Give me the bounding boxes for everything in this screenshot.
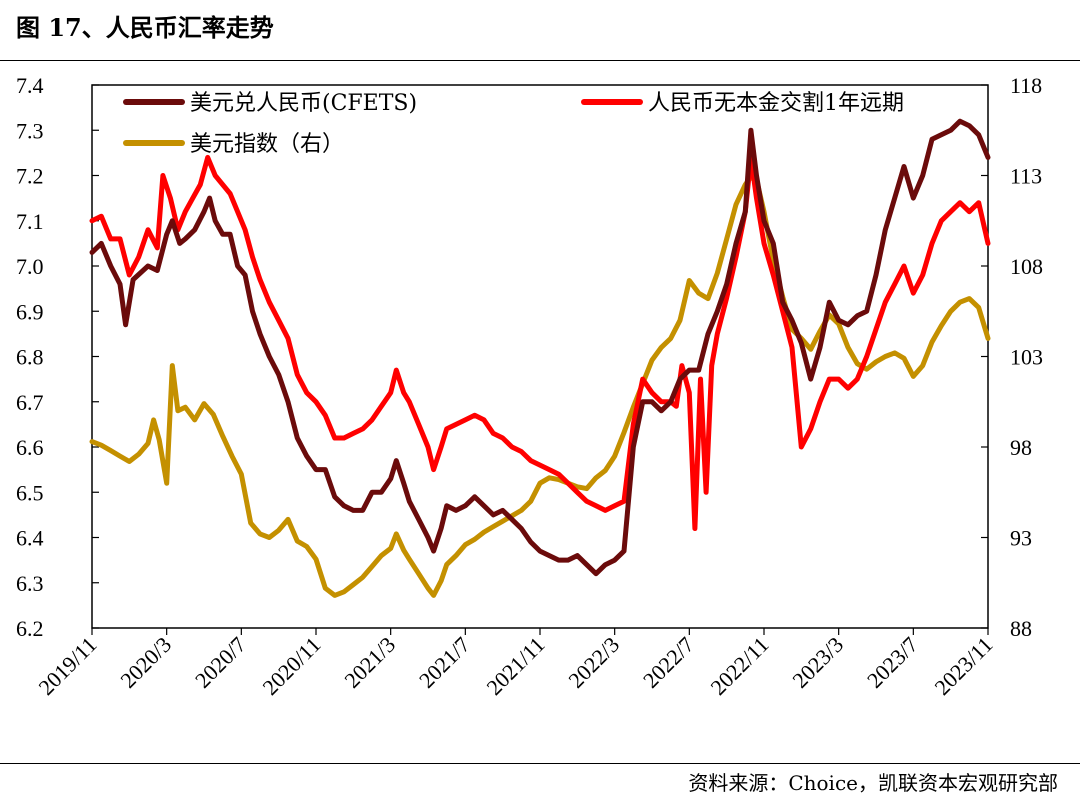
source-note: 资料来源：Choice，凯联资本宏观研究部 — [688, 771, 1058, 795]
series-line-0 — [89, 118, 991, 577]
x-tick-label: 2023/7 — [862, 632, 923, 693]
right-axis: 118 113 108 103 98 93 88 — [981, 73, 1043, 641]
right-tick-label: 88 — [1010, 616, 1032, 641]
left-tick-label: 7.0 — [16, 254, 44, 279]
x-tick-label: 2021/7 — [414, 632, 475, 693]
left-tick-label: 6.9 — [16, 299, 44, 324]
x-tick-label: 2020/7 — [190, 632, 251, 693]
left-tick-label: 6.3 — [16, 571, 44, 596]
legend-label-2: 美元指数（右） — [190, 132, 344, 157]
left-tick-label: 7.3 — [16, 118, 44, 143]
left-tick-label: 6.7 — [16, 390, 44, 415]
left-tick-label: 6.8 — [16, 345, 44, 370]
left-tick-label: 6.4 — [16, 526, 44, 551]
figure-title: 图 17、人民币汇率走势 — [16, 13, 274, 42]
right-tick-label: 93 — [1010, 526, 1032, 551]
right-tick-label: 103 — [1010, 345, 1043, 370]
left-tick-label: 7.1 — [16, 209, 44, 234]
x-tick-label: 2023/3 — [787, 632, 848, 693]
x-tick-label: 2020/3 — [115, 632, 176, 693]
left-tick-label: 7.4 — [16, 73, 44, 98]
x-tick-label: 2023/11 — [929, 632, 997, 700]
exchange-rate-chart: 7.47.37.27.17.06.96.86.76.66.56.46.36.2 … — [16, 73, 1043, 700]
right-tick-label: 113 — [1010, 164, 1042, 189]
right-tick-label: 118 — [1010, 73, 1042, 98]
x-axis: 2019/11 2020/3 2020/7 2020/11 2021/3 2021/7 20… — [33, 628, 998, 700]
right-tick-label: 98 — [1010, 435, 1032, 460]
x-tick-label: 2020/11 — [257, 632, 325, 700]
left-tick-label: 6.6 — [16, 435, 44, 460]
series-lines — [89, 118, 991, 598]
legend-label-1: 人民币无本金交割1年远期 — [648, 91, 904, 116]
x-tick-label: 2021/11 — [481, 632, 549, 700]
series-line-1 — [89, 154, 991, 531]
series-line-2 — [89, 169, 991, 598]
top-rule — [0, 60, 1080, 61]
bottom-rule — [0, 763, 1080, 764]
left-tick-label: 6.2 — [16, 616, 44, 641]
x-tick-label: 2019/11 — [33, 632, 101, 700]
right-tick-label: 108 — [1010, 254, 1043, 279]
legend-label-0: 美元兑人民币(CFETS) — [190, 91, 417, 116]
x-tick-label: 2022/11 — [705, 632, 773, 700]
left-axis: 7.4 7.3 7.2 7.1 7.0 6.9 6.8 6.7 6.6 6.5 6.4 6.3 6.2 — [16, 73, 99, 641]
x-tick-label: 2021/3 — [339, 632, 400, 693]
x-tick-label: 2022/7 — [638, 632, 699, 693]
left-tick-label: 7.2 — [16, 164, 44, 189]
left-tick-label: 6.5 — [16, 480, 44, 505]
x-tick-label: 2022/3 — [563, 632, 624, 693]
